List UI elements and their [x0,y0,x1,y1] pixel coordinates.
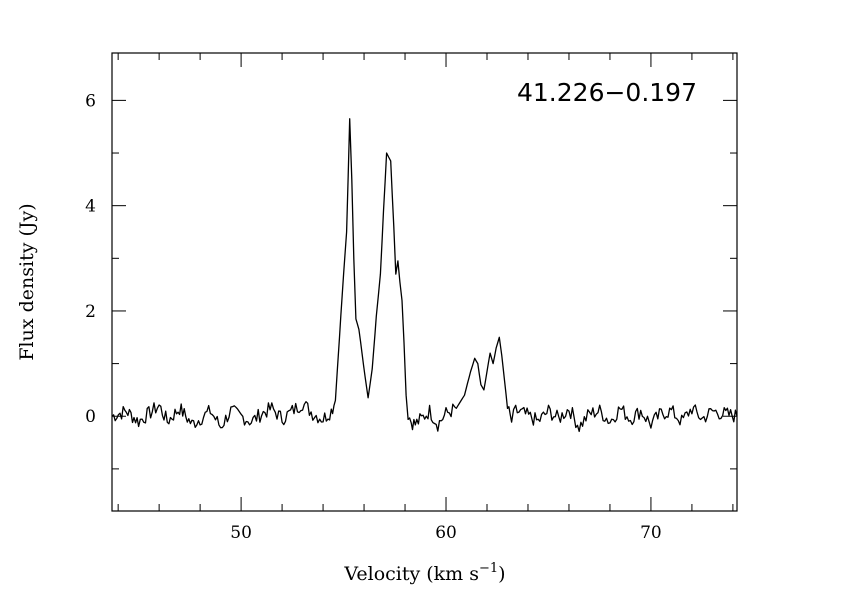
plot-frame [111,52,738,512]
x-axis-label: Velocity (km s−1) [343,561,505,585]
x-ticks [117,53,734,511]
x-tick-labels: 50 60 70 [230,523,661,543]
x-axis-label-main: Velocity (km s [343,563,479,585]
x-tick-label: 50 [230,523,252,543]
x-tick-label: 60 [435,523,457,543]
y-tick-label: 2 [85,302,96,322]
y-tick-label: 4 [85,197,96,217]
y-tick-label: 6 [85,91,96,111]
y-ticks [112,99,737,470]
y-tick-label: 0 [85,407,96,427]
x-tick-label: 70 [640,523,662,543]
spectrum-line [111,118,738,433]
x-axis-label-tail: ) [498,563,505,585]
source-name: 41.226−0.197 [517,78,697,107]
x-axis-label-superscript: −1 [479,561,498,576]
y-axis-label: Flux density (Jy) [16,203,38,360]
y-tick-labels: 0 2 4 6 [85,91,96,427]
